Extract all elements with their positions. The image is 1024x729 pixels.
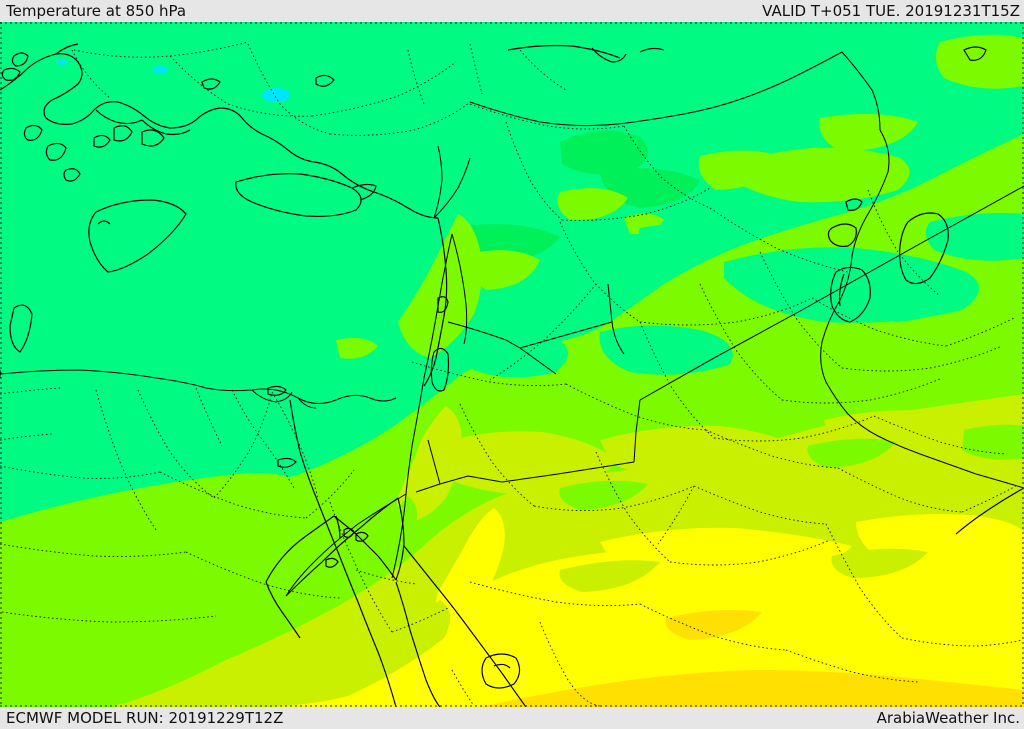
attribution-label: ArabiaWeather Inc. (876, 709, 1020, 727)
fill-band-warm-finger (232, 548, 928, 707)
page-title: Temperature at 850 hPa (6, 2, 187, 20)
weather-map-canvas[interactable] (0, 22, 1024, 707)
fill-band-bright-yellow (226, 508, 1024, 707)
subnational-borders (0, 41, 1023, 707)
map-header-bar: Temperature at 850 hPa VALID T+051 TUE. … (0, 0, 1024, 22)
fill-band-cyan (57, 59, 290, 102)
coastlines (0, 43, 1024, 707)
map-frame-ticks (0, 22, 1024, 707)
model-run-label: ECMWF MODEL RUN: 20191229T12Z (6, 709, 284, 727)
valid-time-label: VALID T+051 TUE. 20191231T15Z (762, 2, 1020, 20)
temperature-fill-layer (0, 22, 1024, 707)
map-footer-bar: ECMWF MODEL RUN: 20191229T12Z ArabiaWeat… (0, 707, 1024, 729)
temperature-contour-map (0, 22, 1024, 707)
fill-band-cool-finger (112, 424, 1024, 704)
geography-layer (0, 22, 1024, 707)
fill-band-cool-intrusion (335, 213, 1024, 378)
